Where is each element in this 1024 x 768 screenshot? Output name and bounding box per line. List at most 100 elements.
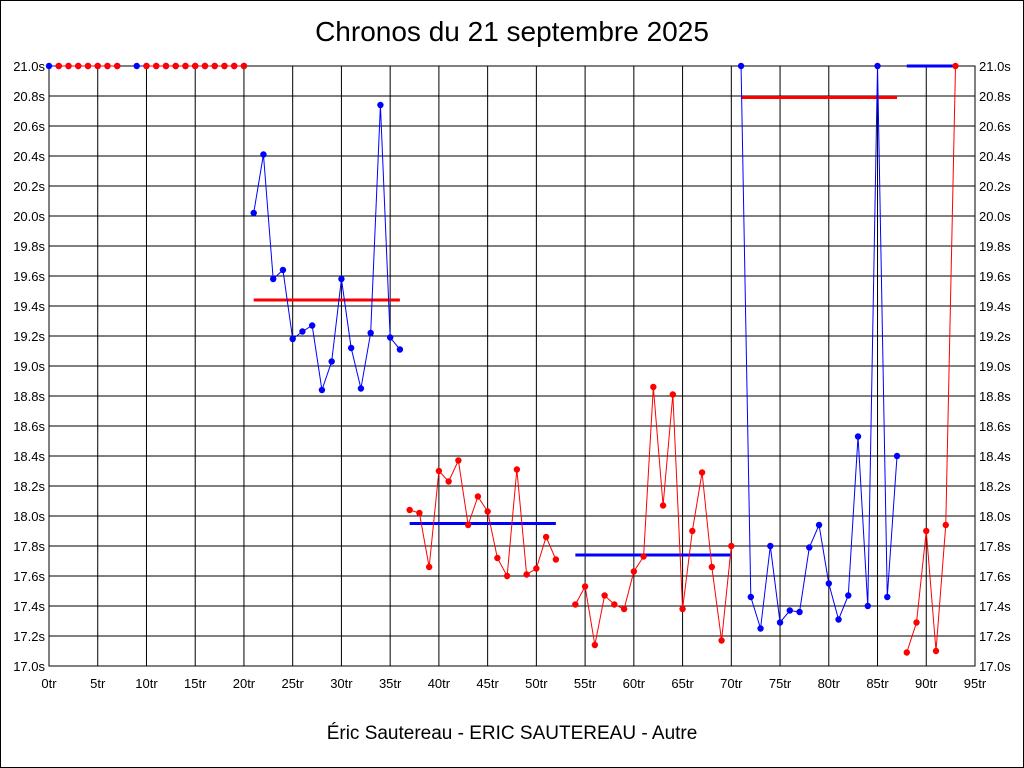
y-tick-label-left: 18.0s: [13, 509, 45, 524]
data-point-blue: [347, 344, 355, 352]
data-point-blue: [825, 580, 832, 587]
data-point-blue: [133, 62, 140, 70]
data-point-red: [923, 527, 930, 535]
data-point-red: [581, 583, 589, 590]
x-tick-label: 50tr: [525, 676, 548, 691]
data-point-red: [932, 647, 940, 655]
data-point-red: [669, 391, 677, 398]
data-point-red: [143, 62, 150, 70]
data-point-red: [533, 565, 540, 572]
y-tick-label-left: 20.2s: [13, 179, 45, 194]
data-point-red: [114, 62, 121, 70]
y-tick-label-left: 19.0s: [13, 359, 45, 374]
data-point-red: [572, 601, 579, 608]
y-tick-label-right: 20.6s: [979, 119, 1011, 134]
data-point-red: [201, 62, 209, 70]
data-point-red: [503, 572, 511, 580]
data-point-red: [425, 563, 433, 571]
y-tick-label-right: 17.4s: [979, 599, 1011, 614]
data-point-red: [650, 383, 657, 391]
data-point-red: [104, 62, 111, 70]
y-tick-label-left: 18.2s: [13, 479, 45, 494]
y-tick-label-left: 17.8s: [13, 539, 45, 554]
x-tick-label: 65tr: [671, 676, 694, 691]
data-point-blue: [864, 602, 871, 610]
data-point-red: [630, 568, 638, 575]
mean-lines: [253, 64, 956, 557]
y-tick-label-right: 18.8s: [979, 389, 1011, 404]
data-point-red: [903, 649, 910, 656]
y-tick-label-left: 19.2s: [13, 329, 45, 344]
series-group: [45, 62, 959, 656]
data-point-red: [192, 62, 199, 70]
data-point-blue: [815, 521, 823, 529]
data-point-blue: [338, 275, 345, 283]
x-tick-label: 70tr: [720, 676, 743, 691]
data-point-red: [708, 563, 716, 571]
y-tick-label-right: 20.4s: [979, 149, 1011, 164]
data-point-red: [620, 605, 628, 613]
y-tick-label-right: 19.0s: [979, 359, 1011, 374]
y-tick-label-left: 17.0s: [13, 659, 45, 674]
y-tick-label-left: 20.8s: [13, 89, 45, 104]
y-tick-label-right: 20.2s: [979, 179, 1011, 194]
data-point-red: [591, 641, 599, 649]
series-line-blue: [740, 65, 898, 629]
data-point-blue: [260, 151, 267, 158]
data-point-red: [679, 605, 686, 613]
x-tick-label: 15tr: [184, 676, 207, 691]
y-tick-label-left: 20.6s: [13, 119, 45, 134]
y-tick-label-right: 17.0s: [979, 659, 1011, 674]
data-point-red: [55, 62, 62, 70]
data-point-blue: [357, 385, 365, 392]
x-tick-label: 95tr: [964, 676, 987, 691]
chart-caption: Éric Sautereau - ERIC SAUTEREAU - Autre: [326, 723, 698, 744]
y-tick-label-right: 19.6s: [979, 269, 1011, 284]
data-point-red: [718, 637, 725, 644]
x-tick-label: 55tr: [574, 676, 597, 691]
data-point-red: [172, 62, 179, 70]
y-tick-label-right: 21.0s: [979, 59, 1011, 74]
y-tick-label-right: 19.4s: [979, 299, 1011, 314]
y-tick-label-right: 18.6s: [979, 419, 1011, 434]
data-point-blue: [308, 322, 316, 329]
data-point-red: [601, 592, 608, 599]
y-tick-label-right: 20.8s: [979, 89, 1011, 104]
grid-lines: [48, 65, 976, 667]
x-tick-label: 35tr: [379, 676, 402, 691]
data-point-red: [952, 62, 959, 70]
x-tick-label: 10tr: [135, 676, 158, 691]
data-point-blue: [386, 334, 394, 341]
x-tick-label: 85tr: [866, 676, 889, 691]
data-point-red: [913, 619, 920, 626]
data-point-blue: [279, 266, 287, 274]
data-point-blue: [845, 592, 852, 599]
data-point-red: [231, 62, 238, 70]
data-point-red: [494, 554, 501, 562]
data-point-red: [65, 62, 72, 70]
x-tick-label: 5tr: [90, 676, 106, 691]
data-point-blue: [269, 275, 277, 283]
data-point-blue: [250, 209, 257, 217]
data-point-red: [211, 62, 218, 70]
x-tick-label: 25tr: [281, 676, 304, 691]
data-point-blue: [767, 542, 774, 550]
data-point-blue: [757, 625, 764, 632]
data-point-red: [523, 571, 530, 578]
x-tick-label: 75tr: [769, 676, 792, 691]
y-tick-label-right: 20.0s: [979, 209, 1011, 224]
data-point-red: [435, 467, 443, 475]
data-point-blue: [45, 62, 53, 70]
data-point-red: [513, 466, 521, 473]
data-point-blue: [776, 619, 784, 626]
series-line-red: [409, 458, 557, 578]
y-tick-label-left: 18.4s: [13, 449, 45, 464]
y-tick-label-left: 17.4s: [13, 599, 45, 614]
data-point-red: [162, 62, 170, 70]
data-point-red: [484, 508, 491, 515]
y-tick-label-right: 17.6s: [979, 569, 1011, 584]
data-point-red: [942, 521, 949, 529]
y-tick-label-right: 17.2s: [979, 629, 1011, 644]
data-point-blue: [835, 616, 842, 623]
x-tick-label: 80tr: [818, 676, 841, 691]
